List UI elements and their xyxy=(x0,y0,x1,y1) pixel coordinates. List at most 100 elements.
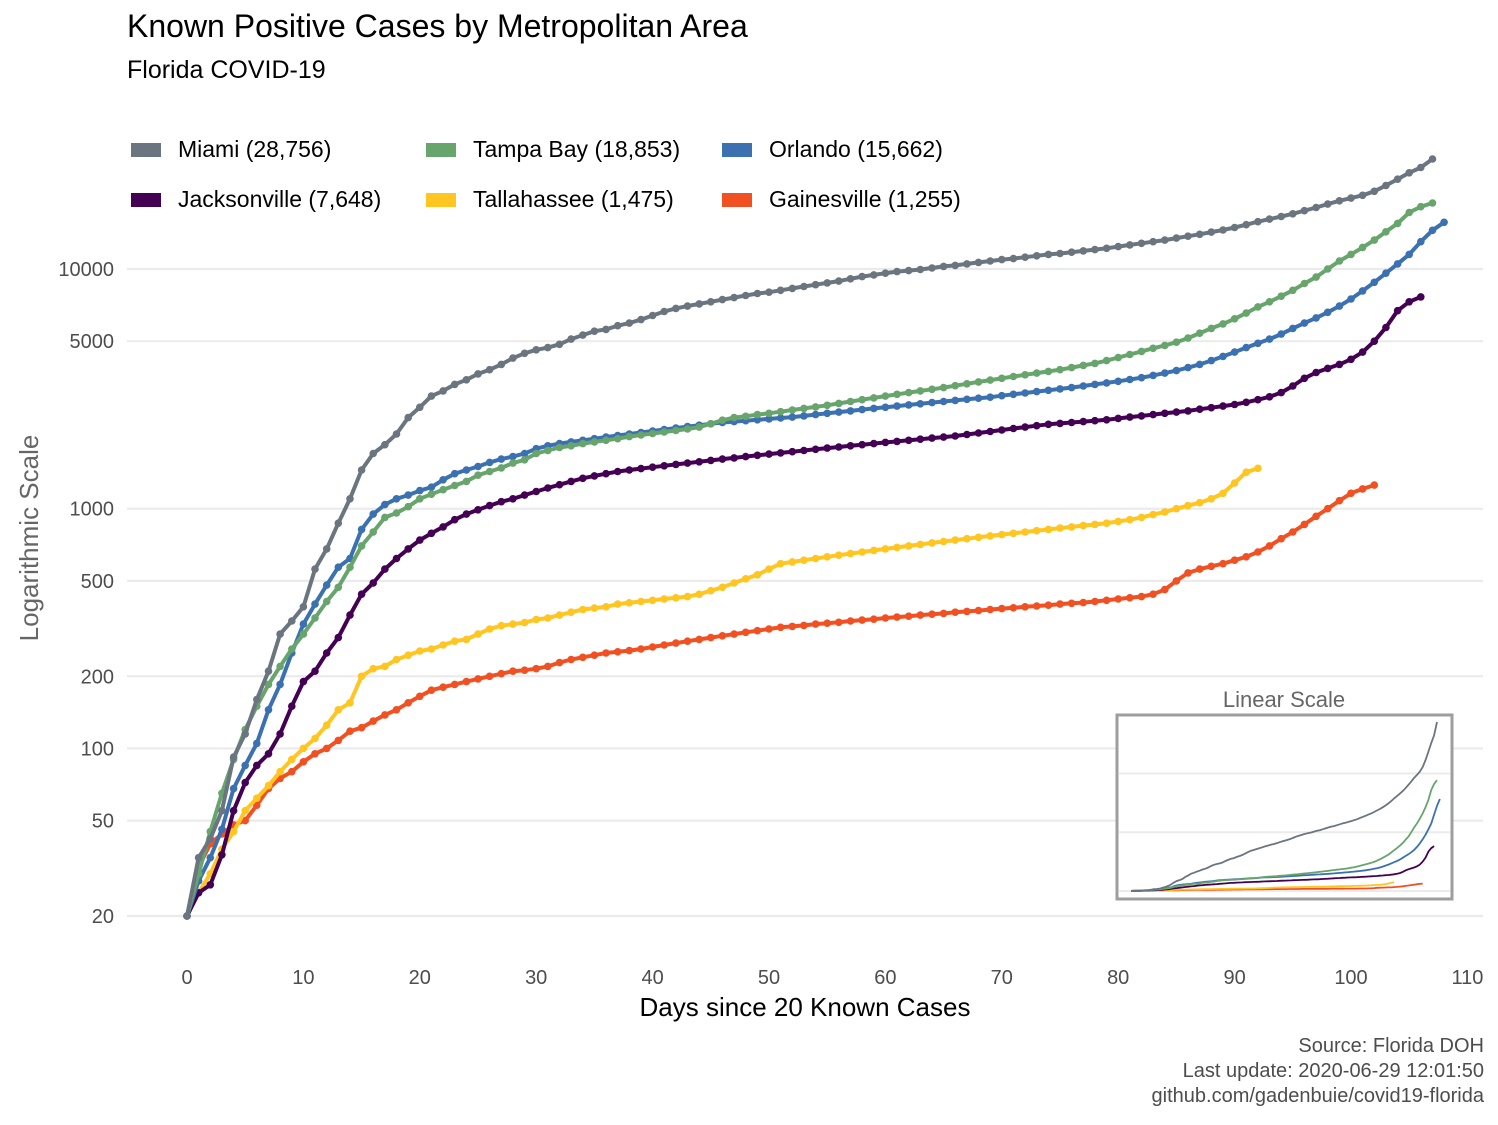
caption-last-update: Last update: 2020-06-29 12:01:50 xyxy=(1182,1060,1484,1082)
data-point-tampa-bay xyxy=(322,597,331,606)
data-point-orlando xyxy=(462,466,471,474)
data-point-gainesville xyxy=(916,611,925,619)
data-point-gainesville xyxy=(1067,599,1076,608)
data-point-gainesville xyxy=(1056,600,1064,608)
data-point-jacksonville xyxy=(846,442,855,450)
data-point-jacksonville xyxy=(1067,418,1076,427)
data-point-tallahassee xyxy=(765,565,773,573)
data-point-orlando xyxy=(1289,324,1297,333)
data-point-gainesville xyxy=(450,680,459,689)
data-point-miami xyxy=(1091,245,1099,254)
data-point-miami xyxy=(846,275,855,283)
linear-scale-inset: Linear Scale xyxy=(1115,687,1454,901)
data-point-tampa-bay xyxy=(1323,265,1332,273)
data-point-miami xyxy=(928,264,936,272)
data-point-orlando xyxy=(1126,375,1134,384)
data-point-miami xyxy=(485,365,494,374)
data-point-tampa-bay xyxy=(904,388,913,397)
data-point-gainesville xyxy=(241,816,249,825)
data-point-orlando xyxy=(986,393,994,402)
data-point-gainesville xyxy=(311,750,319,758)
data-point-jacksonville xyxy=(672,460,680,469)
data-point-orlando xyxy=(439,476,447,484)
data-point-miami xyxy=(1347,194,1355,202)
data-point-tallahassee xyxy=(404,651,413,659)
data-point-orlando xyxy=(1277,330,1285,338)
data-point-jacksonville xyxy=(439,523,447,531)
y-tick-label: 50 xyxy=(92,811,114,833)
data-point-orlando xyxy=(881,403,890,412)
x-tick-label: 0 xyxy=(181,967,192,989)
data-point-tampa-bay xyxy=(730,413,738,422)
data-point-gainesville xyxy=(881,614,890,622)
data-point-tallahassee xyxy=(288,755,296,764)
data-point-gainesville xyxy=(1289,528,1297,536)
y-tick-label: 10000 xyxy=(58,259,114,281)
data-point-miami xyxy=(707,298,715,306)
data-point-miami xyxy=(183,912,191,920)
data-point-gainesville xyxy=(811,620,820,628)
data-point-gainesville xyxy=(625,646,634,655)
data-point-orlando xyxy=(264,706,273,714)
data-point-orlando xyxy=(1370,278,1379,287)
data-point-tampa-bay xyxy=(404,502,413,511)
data-point-gainesville xyxy=(1277,534,1285,543)
data-point-orlando xyxy=(1219,352,1227,361)
data-point-jacksonville xyxy=(765,450,773,458)
data-point-orlando xyxy=(1207,356,1216,365)
data-point-tampa-bay xyxy=(1382,228,1390,236)
data-point-gainesville xyxy=(404,699,413,707)
data-point-miami xyxy=(1195,230,1204,239)
data-point-tampa-bay xyxy=(1254,303,1262,311)
data-point-tallahassee xyxy=(392,655,401,664)
x-tick-label: 50 xyxy=(758,967,780,989)
data-point-jacksonville xyxy=(1195,405,1204,414)
data-point-gainesville xyxy=(392,706,401,714)
data-point-jacksonville xyxy=(299,677,308,686)
data-point-gainesville xyxy=(381,711,389,719)
data-point-orlando xyxy=(404,491,413,499)
data-point-orlando xyxy=(1195,360,1204,369)
data-point-miami xyxy=(264,667,273,675)
data-point-jacksonville xyxy=(730,454,738,462)
data-point-tallahassee xyxy=(1067,523,1076,531)
data-point-tallahassee xyxy=(637,597,645,606)
data-point-jacksonville xyxy=(288,702,296,710)
data-point-miami xyxy=(1032,252,1041,260)
data-point-miami xyxy=(288,617,296,625)
data-point-tampa-bay xyxy=(1067,363,1076,372)
data-point-gainesville xyxy=(637,645,645,653)
data-point-jacksonville xyxy=(1242,398,1250,407)
data-point-tallahassee xyxy=(741,575,750,583)
x-tick-label: 30 xyxy=(525,967,547,989)
data-point-gainesville xyxy=(1149,590,1157,598)
data-point-gainesville xyxy=(1254,548,1262,556)
data-point-tampa-bay xyxy=(870,394,878,402)
data-point-gainesville xyxy=(1323,504,1332,513)
data-point-tampa-bay xyxy=(648,429,657,438)
data-point-tampa-bay xyxy=(1289,286,1297,295)
legend-item-gainesville: Gainesville (1,255) xyxy=(722,186,961,213)
data-point-tampa-bay xyxy=(1393,219,1402,228)
data-point-miami xyxy=(904,266,913,275)
data-point-tampa-bay xyxy=(625,432,634,441)
data-point-jacksonville xyxy=(404,545,413,553)
data-point-miami xyxy=(881,269,890,278)
data-point-gainesville xyxy=(1195,565,1204,573)
data-point-gainesville xyxy=(800,621,808,630)
data-point-tallahassee xyxy=(1032,526,1041,535)
data-point-miami xyxy=(299,603,308,611)
data-point-orlando xyxy=(1091,380,1099,389)
data-point-gainesville xyxy=(870,615,878,623)
data-point-miami xyxy=(1358,191,1367,200)
data-point-gainesville xyxy=(1102,596,1111,605)
data-point-miami xyxy=(1254,217,1262,226)
y-tick-label: 20 xyxy=(92,906,114,928)
data-point-jacksonville xyxy=(1009,424,1018,433)
data-point-jacksonville xyxy=(683,459,692,467)
data-point-jacksonville xyxy=(741,452,750,461)
data-point-orlando xyxy=(299,620,308,628)
data-point-orlando xyxy=(939,397,948,406)
data-point-miami xyxy=(1242,220,1250,229)
data-point-tallahassee xyxy=(229,827,238,836)
